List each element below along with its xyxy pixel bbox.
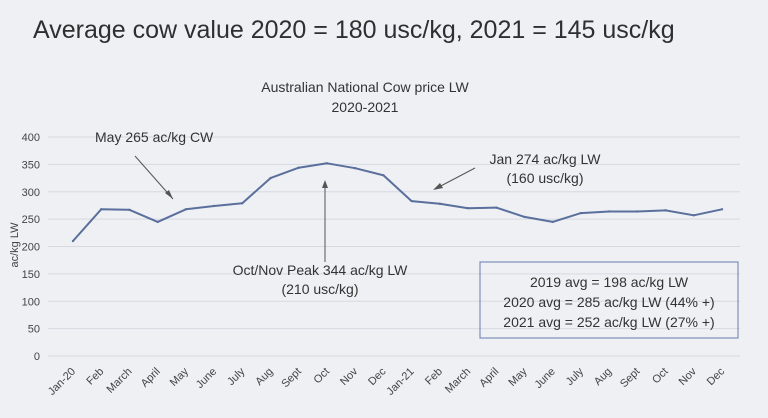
x-tick-label: Jan-21 bbox=[384, 366, 416, 398]
y-tick-label: 300 bbox=[22, 187, 40, 199]
data-point bbox=[184, 208, 188, 211]
data-point bbox=[128, 208, 131, 212]
annotation-arrows bbox=[134, 155, 476, 262]
x-tick-label: Dec bbox=[705, 365, 728, 388]
annotation-jan-line2: (160 usc/kg) bbox=[506, 170, 583, 186]
x-tick-label: Nov bbox=[677, 365, 700, 388]
annotation-labels: May 265 ac/kg CW Jan 274 ac/kg LW (160 u… bbox=[95, 129, 601, 297]
data-point bbox=[466, 206, 470, 210]
data-point bbox=[579, 211, 583, 215]
y-axis-ticks: 0 50 100 150 200 250 300 350 400 bbox=[22, 132, 40, 363]
averages-box: 2019 avg = 198 ac/kg LW 2020 avg = 285 a… bbox=[479, 261, 739, 339]
annotation-may: May 265 ac/kg CW bbox=[95, 129, 214, 145]
data-point bbox=[692, 214, 695, 217]
data-point bbox=[325, 162, 329, 165]
peak-arrowhead bbox=[322, 180, 328, 188]
annotation-peak-line1: Oct/Nov Peak 344 ac/kg LW bbox=[233, 262, 409, 278]
gridlines bbox=[48, 136, 740, 357]
x-tick-label: Aug bbox=[592, 366, 614, 388]
data-point bbox=[495, 206, 498, 209]
x-tick-label: Oct bbox=[650, 366, 671, 387]
data-point bbox=[636, 210, 639, 213]
x-tick-label: April bbox=[477, 366, 501, 390]
data-point bbox=[241, 202, 244, 205]
y-tick-label: 0 bbox=[34, 351, 40, 363]
x-tick-label: April bbox=[139, 366, 163, 390]
x-tick-label: Sept bbox=[279, 366, 303, 390]
x-tick-label: Nov bbox=[338, 365, 361, 388]
data-point bbox=[720, 208, 724, 211]
x-tick-label: March bbox=[104, 366, 134, 396]
data-point bbox=[382, 174, 385, 177]
jan-arrow bbox=[434, 167, 476, 190]
x-tick-label: Sept bbox=[618, 366, 642, 390]
x-tick-label: July bbox=[225, 365, 248, 388]
chart-subtitle: 2020-2021 bbox=[331, 99, 399, 115]
series-layer bbox=[71, 162, 724, 243]
series-line bbox=[72, 162, 723, 242]
data-point bbox=[551, 220, 554, 224]
average-2020: 2020 avg = 285 ac/kg LW (44% +) bbox=[503, 294, 714, 310]
x-tick-label: Feb bbox=[84, 366, 106, 388]
chart-title: Australian National Cow price LW bbox=[261, 79, 469, 95]
data-point bbox=[71, 239, 75, 243]
y-tick-label: 200 bbox=[22, 242, 40, 254]
data-point bbox=[607, 210, 611, 213]
y-tick-label: 350 bbox=[22, 159, 40, 171]
may-arrowhead bbox=[165, 190, 173, 199]
annotation-jan-line1: Jan 274 ac/kg LW bbox=[489, 151, 601, 167]
x-tick-label: Feb bbox=[423, 366, 445, 388]
x-tick-label: Dec bbox=[366, 365, 389, 388]
slide-heading: Average cow value 2020 = 180 usc/kg, 202… bbox=[33, 16, 675, 44]
data-point bbox=[100, 208, 103, 211]
y-tick-label: 150 bbox=[22, 269, 40, 281]
y-axis-label: ac/kg LW bbox=[9, 222, 21, 268]
y-tick-label: 100 bbox=[22, 296, 40, 308]
x-tick-label: May bbox=[168, 365, 192, 389]
data-point bbox=[410, 199, 413, 203]
data-point bbox=[212, 204, 216, 208]
data-point bbox=[664, 209, 667, 212]
x-tick-label: Oct bbox=[311, 366, 332, 387]
x-tick-label: July bbox=[564, 365, 587, 388]
x-tick-label: May bbox=[506, 365, 530, 389]
data-point bbox=[353, 167, 357, 170]
jan-arrowhead bbox=[433, 183, 443, 190]
data-point bbox=[438, 202, 442, 205]
x-tick-label: June bbox=[194, 366, 219, 391]
x-tick-label: June bbox=[532, 366, 557, 391]
average-2021: 2021 avg = 252 ac/kg LW (27% +) bbox=[503, 314, 714, 330]
data-point bbox=[156, 220, 159, 224]
data-point bbox=[297, 166, 300, 169]
y-tick-label: 250 bbox=[22, 214, 40, 226]
x-tick-label: Jan-20 bbox=[46, 366, 78, 398]
data-point bbox=[523, 215, 526, 219]
averages-box-border bbox=[479, 261, 739, 339]
y-tick-label: 400 bbox=[22, 132, 40, 144]
annotation-peak-line2: (210 usc/kg) bbox=[281, 281, 358, 297]
data-point bbox=[269, 176, 272, 180]
y-tick-label: 50 bbox=[28, 324, 40, 336]
average-2019: 2019 avg = 198 ac/kg LW bbox=[530, 274, 689, 290]
x-tick-label: March bbox=[443, 366, 473, 396]
x-tick-label: Aug bbox=[253, 366, 275, 388]
